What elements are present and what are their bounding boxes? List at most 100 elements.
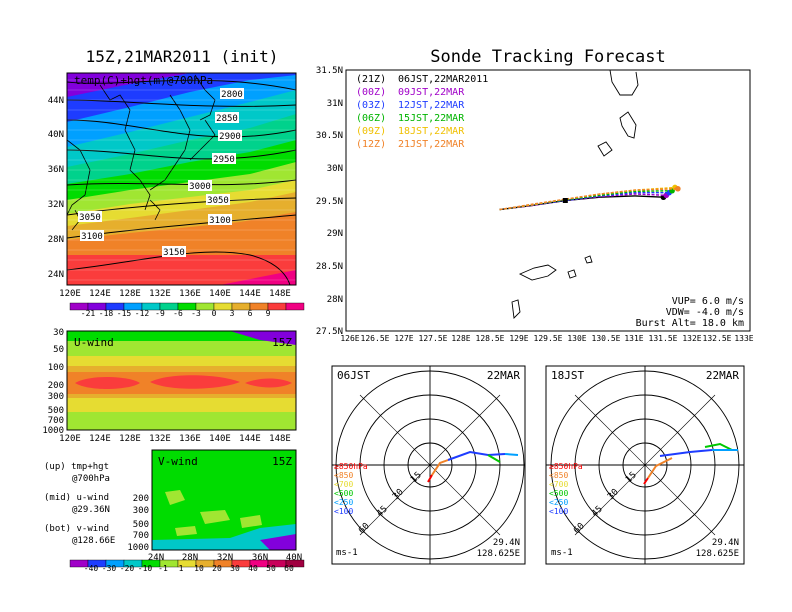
contour-label: 3050 bbox=[79, 213, 101, 223]
cb-label: 50 bbox=[266, 564, 276, 573]
contour-label: 2950 bbox=[213, 155, 235, 165]
level-entry: <250 bbox=[549, 498, 568, 507]
cb-label: -12 bbox=[135, 309, 150, 318]
lon-tick: 127E bbox=[394, 334, 413, 343]
temp-band bbox=[67, 73, 296, 122]
hodo-right-label: 22MAR bbox=[487, 369, 520, 382]
lon-tick: 128E bbox=[451, 334, 470, 343]
lat-tick: 29N bbox=[327, 229, 343, 239]
hodo-trace bbox=[659, 449, 713, 457]
colorbar-swatch bbox=[285, 559, 305, 568]
level-entry: <100 bbox=[549, 507, 568, 516]
contour-label: 3050 bbox=[207, 196, 229, 206]
cb-label: -9 bbox=[155, 309, 165, 318]
level-entry: <700 bbox=[334, 480, 353, 489]
hodo-right-label: 22MAR bbox=[706, 369, 739, 382]
cb-label: 40 bbox=[248, 564, 258, 573]
level-entry: <100 bbox=[334, 507, 353, 516]
hgt-contour bbox=[67, 79, 296, 91]
map-hatching bbox=[67, 79, 296, 281]
vwind-time: 15Z bbox=[272, 455, 292, 468]
lon-tick: 132E bbox=[149, 434, 171, 444]
lon-tick: 144E bbox=[239, 289, 261, 299]
coastline bbox=[67, 74, 216, 231]
hgt-contour bbox=[67, 119, 296, 138]
legend-run: (06Z) bbox=[356, 113, 386, 124]
tracking-lon-ticks: 126E 126.5E 127E 127.5E 128E 128.5E 129E… bbox=[340, 334, 753, 343]
level-entry: <850 bbox=[549, 471, 568, 480]
contour-label: 3100 bbox=[209, 216, 231, 226]
lat-tick: 32N bbox=[48, 200, 64, 210]
lon-tick: 129E bbox=[509, 334, 528, 343]
hodo-left-label: 18JST bbox=[551, 369, 584, 382]
lon-tick: 132.5E bbox=[703, 334, 732, 343]
temp-band bbox=[220, 270, 296, 285]
lon-tick: 126E bbox=[340, 334, 359, 343]
lat-tick: 40N bbox=[286, 553, 302, 563]
temp-map: temp(C)+hgt(m)@700hPa 2800 2850 2900 295… bbox=[48, 72, 297, 299]
hgt-contour bbox=[67, 149, 296, 160]
lat-tick: 28.5N bbox=[316, 262, 343, 272]
param-line: VUP= 6.0 m/s bbox=[672, 296, 744, 307]
lat-tick: 31.5N bbox=[316, 66, 343, 76]
contour-label: 2900 bbox=[219, 132, 241, 142]
temp-map-frame bbox=[66, 72, 297, 286]
hgt-contour bbox=[67, 179, 296, 186]
hodo-trace bbox=[427, 474, 433, 483]
level-entry: ≥850hPa bbox=[549, 462, 583, 471]
vwind-label: V-wind bbox=[158, 455, 198, 468]
lon-tick: 130E bbox=[567, 334, 586, 343]
lon-tick: 128.5E bbox=[476, 334, 505, 343]
note-line: (mid) u-wind bbox=[44, 493, 109, 503]
lon-tick: 140E bbox=[209, 434, 231, 444]
lon-tick: 132E bbox=[149, 289, 171, 299]
legend-run: (09Z) bbox=[356, 126, 386, 137]
cb-label: 20 bbox=[212, 564, 222, 573]
uwind-level-ticks: 30 50 100 200 300 500 700 1000 bbox=[42, 328, 64, 436]
param-line: Burst Alt= 18.0 km bbox=[636, 318, 744, 329]
lon-tick: 124E bbox=[89, 289, 111, 299]
legend-time: 18JST,22MAR bbox=[398, 126, 465, 137]
lat-tick: 32N bbox=[217, 553, 233, 563]
cb-label: 6 bbox=[248, 309, 253, 318]
hodo-lat: 29.4N bbox=[712, 538, 739, 548]
lon-tick: 129.5E bbox=[534, 334, 563, 343]
level-tick: 200 bbox=[48, 381, 64, 391]
wind-colorbar-labels: -40 -30 -20 -10 -1 1 10 20 30 40 50 60 bbox=[84, 564, 294, 573]
tracking-panel: 31.5N 31N 30.5N 30N 29.5N 29N 28.5N 28N … bbox=[316, 66, 754, 343]
lat-tick: 28N bbox=[48, 235, 64, 245]
lon-tick: 148E bbox=[269, 289, 291, 299]
track-endpoint bbox=[675, 185, 681, 192]
note-line: (up) tmp+hgt bbox=[44, 462, 109, 472]
uwind-label: U-wind bbox=[74, 336, 114, 349]
contour-label: 2850 bbox=[216, 114, 238, 124]
hodo-level-legend: ≥850hPa <850 <700 <500 <250 <100 bbox=[334, 462, 368, 516]
level-tick: 100 bbox=[48, 363, 64, 373]
uwind-time: 15Z bbox=[272, 336, 292, 349]
launch-params: VUP= 6.0 m/s VDW= -4.0 m/s Burst Alt= 18… bbox=[636, 296, 744, 329]
lat-tick: 28N bbox=[182, 553, 198, 563]
lon-tick: 126.5E bbox=[361, 334, 390, 343]
cb-label: 60 bbox=[284, 564, 294, 573]
level-entry: <850 bbox=[334, 471, 353, 480]
cb-label: -18 bbox=[99, 309, 114, 318]
track-series bbox=[499, 190, 673, 211]
lat-tick: 28N bbox=[327, 295, 343, 305]
cb-label: -20 bbox=[120, 564, 135, 573]
level-entry: ≥850hPa bbox=[334, 462, 368, 471]
note-line: @29.36N bbox=[72, 505, 110, 515]
legend-time: 06JST,22MAR2011 bbox=[398, 74, 488, 85]
cb-label: -1 bbox=[158, 564, 168, 573]
level-entry: <500 bbox=[334, 489, 353, 498]
level-entry: <250 bbox=[334, 498, 353, 507]
tracking-lat-ticks: 31.5N 31N 30.5N 30N 29.5N 29N 28.5N 28N … bbox=[316, 66, 343, 337]
left-title: 15Z,21MAR2011 (init) bbox=[86, 47, 279, 66]
level-tick: 700 bbox=[133, 531, 149, 541]
level-tick: 1000 bbox=[42, 426, 64, 436]
lon-tick: 127.5E bbox=[419, 334, 448, 343]
level-tick: 500 bbox=[133, 520, 149, 530]
legend-time: 09JST,22MAR bbox=[398, 87, 465, 98]
tracking-legend: (21Z) 06JST,22MAR2011 (00Z) 09JST,22MAR … bbox=[356, 74, 488, 150]
lon-tick: 148E bbox=[269, 434, 291, 444]
